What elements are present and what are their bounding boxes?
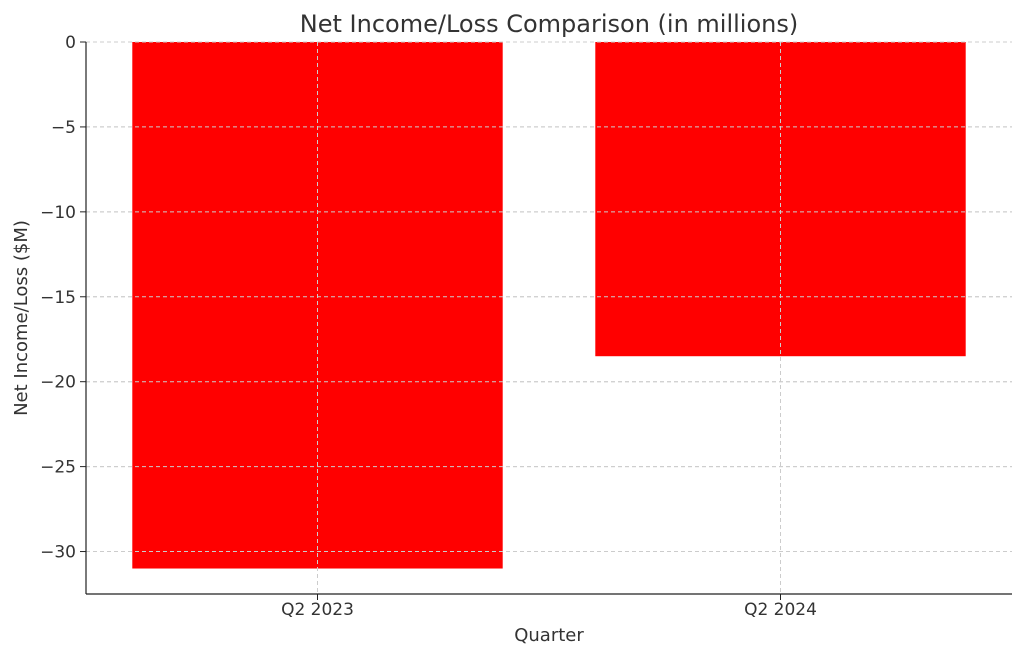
bars-layer [86,41,1012,594]
x-tick-label: Q2 2024 [744,600,817,620]
axes-layer [85,42,1012,595]
y-tick-label: −30 [40,543,76,563]
y-tick-label: −15 [40,288,76,308]
x-tick-label: Q2 2023 [281,600,354,620]
y-tick-label: −20 [40,373,76,393]
y-tick-label: −25 [40,458,76,478]
y-tick-label: −5 [51,118,76,138]
y-axis-label: Net Income/Loss ($M) [11,220,32,416]
chart-title: Net Income/Loss Comparison (in millions) [300,10,798,38]
y-tick-label: −10 [40,203,76,223]
y-tick-label: 0 [65,33,76,53]
x-axis-label: Quarter [514,625,584,646]
ticks-layer: 0 −5 −10 −15 −20 −25 −30 Q2 2023 Q2 2024 [40,33,817,620]
